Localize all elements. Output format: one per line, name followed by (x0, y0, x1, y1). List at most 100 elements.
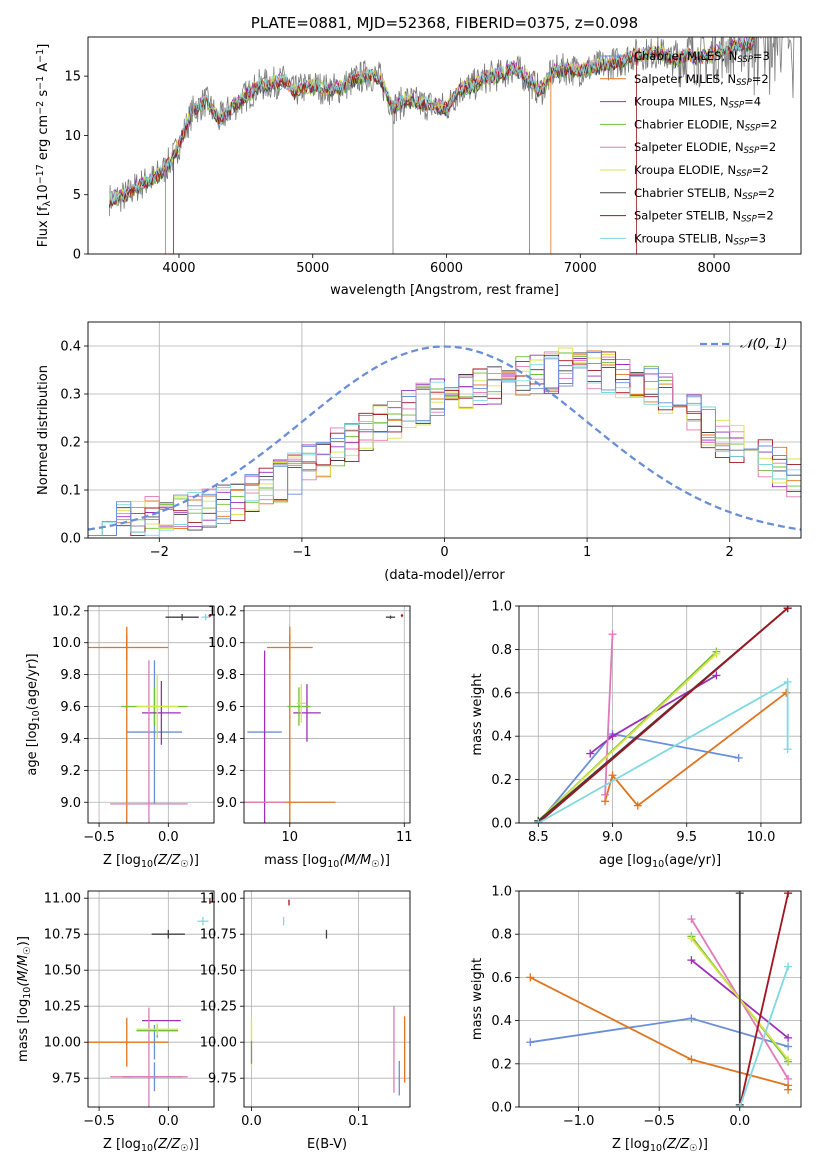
x-axis-label: Z [log10(Z/Z☉)] (612, 1137, 708, 1154)
normal-distribution-curve (88, 345, 801, 531)
x-tick-label: 0.0 (729, 1114, 750, 1129)
plot-area (519, 891, 801, 1107)
plus-marker (687, 934, 696, 943)
residual-histogram (88, 352, 801, 537)
x-axis-label: age [log10(age/yr)] (599, 853, 721, 870)
errorbar-point (208, 613, 212, 618)
spectrum-model-line (109, 37, 754, 205)
label-part: age [log (599, 853, 652, 868)
x-tick-label: 0.0 (158, 1114, 179, 1129)
y-tick-label: 9.6 (60, 700, 81, 715)
x-tick-label: −0.5 (83, 1114, 115, 1129)
legend: 𝒩(0, 1) (700, 337, 787, 352)
errorbar-point (293, 684, 321, 742)
label-part: Kroupa ELODIE, N (634, 163, 736, 177)
plot-area (519, 606, 801, 823)
plot-area (88, 322, 801, 538)
y-tick-label: 9.75 (52, 1072, 81, 1087)
x-axis-label: Z [log10(Z/Z☉)] (103, 853, 199, 870)
y-tick-label: 9.2 (216, 764, 237, 779)
panel-spectrum: 4000 5000 6000 7000 8000 0 5 10 15 PLATE=0881, MJ… (35, 14, 802, 298)
label-part: mass [log (264, 853, 327, 868)
label-part: SSP (745, 124, 761, 134)
plus-marker (784, 1055, 793, 1064)
x-axis-label: (data-model)/error (384, 568, 505, 583)
label-part: ] (36, 44, 51, 49)
x-tick-label: 9.0 (602, 830, 623, 845)
plus-marker (608, 630, 617, 639)
y-tick-label: 0.4 (60, 340, 81, 355)
label-part: )] (698, 1137, 708, 1152)
y-tick-label: 9.4 (216, 732, 237, 747)
label-part: ☉ (371, 859, 380, 870)
plus-marker (784, 1074, 793, 1083)
y-axis-label: mass weight (470, 673, 485, 755)
plot-area (88, 606, 214, 823)
plus-marker (784, 962, 793, 971)
y-axis-label: age [log10(age/yr)] (25, 653, 42, 775)
errorbar-point (136, 674, 178, 739)
y-tick-label: 9.8 (216, 668, 237, 683)
errorbar-point (400, 613, 404, 618)
label-part: SSP (734, 238, 750, 248)
y-axis-label: mass weight (470, 958, 485, 1040)
label-part: Z [log (612, 1137, 650, 1152)
y-tick-label: 0 (73, 248, 81, 263)
x-tick-label: 11 (396, 830, 413, 845)
label-part: Kroupa MILES, N (634, 95, 729, 109)
label-part: (data-model)/error (384, 568, 505, 583)
x-tick-label: 0 (440, 545, 448, 560)
x-tick-label: 5000 (296, 261, 329, 276)
label-part: =2 (759, 140, 776, 154)
y-tick-label: 10.0 (52, 636, 81, 651)
x-tick-label: 1 (583, 545, 591, 560)
axes-frame (243, 605, 411, 824)
plus-marker (712, 671, 721, 680)
label-part: =2 (752, 72, 769, 86)
label-part: 10 (327, 859, 339, 870)
label-part: ☉ (180, 1143, 189, 1154)
label-part: (age/yr)] (25, 653, 40, 710)
y-tick-label: 10.0 (208, 636, 237, 651)
errorbar-point (110, 1007, 188, 1107)
y-tick-label: 0.3 (60, 388, 81, 403)
legend-entry: Salpeter STELIB, NSSP=2 (634, 209, 774, 225)
panel-age-vs-Z: −0.5 0.09.09.29.49.69.810.010.2Z [log10(Z… (25, 604, 215, 870)
y-tick-label: 9.0 (60, 796, 81, 811)
mass-weight-line (738, 893, 789, 1107)
plus-marker (783, 745, 792, 754)
label-part: wavelength [Angstrom, rest frame] (330, 283, 559, 298)
label-part: Flux [f (36, 206, 51, 247)
plus-marker (687, 1014, 696, 1023)
label-part: Z [log (103, 1137, 141, 1152)
mass-weight-line (604, 634, 614, 795)
label-part: SSP (742, 192, 758, 202)
label-part: SSP (737, 55, 753, 65)
y-axis-label: Flux [fλ10−17 erg cm−2 s−1 A−1] (35, 44, 53, 248)
legend-entry: Salpeter MILES, NSSP=2 (634, 72, 769, 88)
label-part: 10 (36, 184, 51, 201)
plus-marker (687, 1055, 696, 1064)
x-tick-label: 0.0 (158, 830, 179, 845)
errorbar-point (197, 916, 209, 926)
y-tick-label: 10.2 (208, 604, 237, 619)
y-tick-label: 10.50 (200, 964, 237, 979)
x-tick-label: 10 (282, 830, 299, 845)
x-axis-label: mass [log10(M/M☉)] (264, 853, 390, 870)
y-tick-label: 10.50 (44, 964, 81, 979)
errorbar-point (88, 1017, 169, 1067)
errorbar-point (385, 615, 396, 619)
x-axis-label: wavelength [Angstrom, rest frame] (330, 283, 559, 298)
errorbar-point (296, 684, 306, 723)
errorbar-point (151, 929, 185, 939)
label-part: SSP (736, 78, 752, 88)
y-tick-label: 0.0 (491, 817, 512, 832)
label-part: (Z/Z (153, 1137, 181, 1152)
y-axis-label: Normed distribution (36, 365, 51, 495)
label-part: )] (380, 853, 390, 868)
y-tick-label: 15 (64, 70, 81, 85)
plus-marker (712, 649, 721, 658)
plus-marker (735, 891, 744, 898)
